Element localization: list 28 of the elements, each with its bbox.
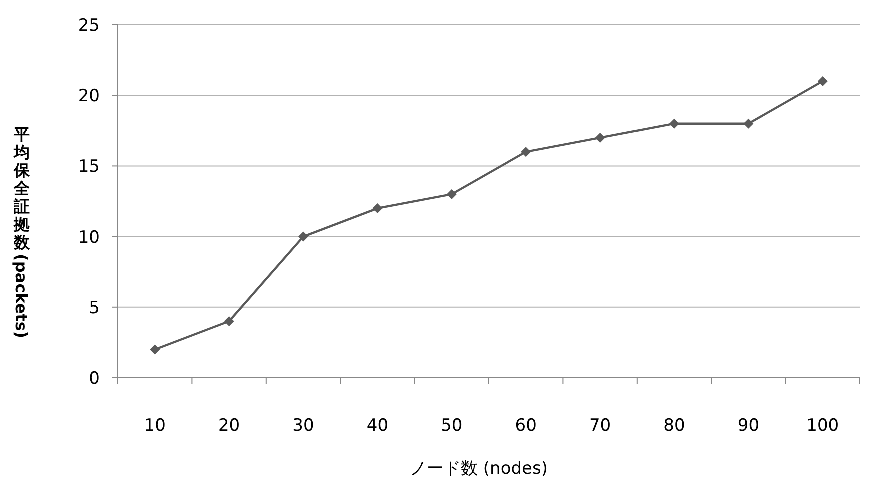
point [298,232,308,242]
x-tick-label: 80 [664,416,686,436]
point [818,76,828,86]
point [521,147,532,158]
y-tick-label: 20 [78,86,100,107]
y-tick-label: 15 [78,157,100,178]
point [744,118,754,129]
x-tick-label: 60 [515,416,537,436]
point [595,132,606,143]
y-tick-label: 5 [89,298,100,318]
x-tick-label: 10 [144,416,166,436]
point [372,204,383,214]
x-tick-label: 20 [218,416,240,436]
x-axis-title: ノード数 (nodes) [410,459,548,479]
x-tick-label: 70 [589,416,612,436]
x-tick-label: 100 [806,416,840,436]
point [670,118,680,129]
point [446,189,457,200]
y-axis-title: 平均保全証拠数 (packets) [12,125,31,339]
x-tick-label: 30 [292,416,314,436]
x-tick-label: 40 [366,416,389,436]
y-tick-label: 25 [78,16,100,36]
x-tick-label: 50 [441,416,463,436]
x-tick-label: 90 [738,416,760,436]
y-tick-label: 10 [78,228,100,248]
point [224,316,234,327]
y-tick-label: 0 [89,369,100,389]
point [150,344,160,355]
